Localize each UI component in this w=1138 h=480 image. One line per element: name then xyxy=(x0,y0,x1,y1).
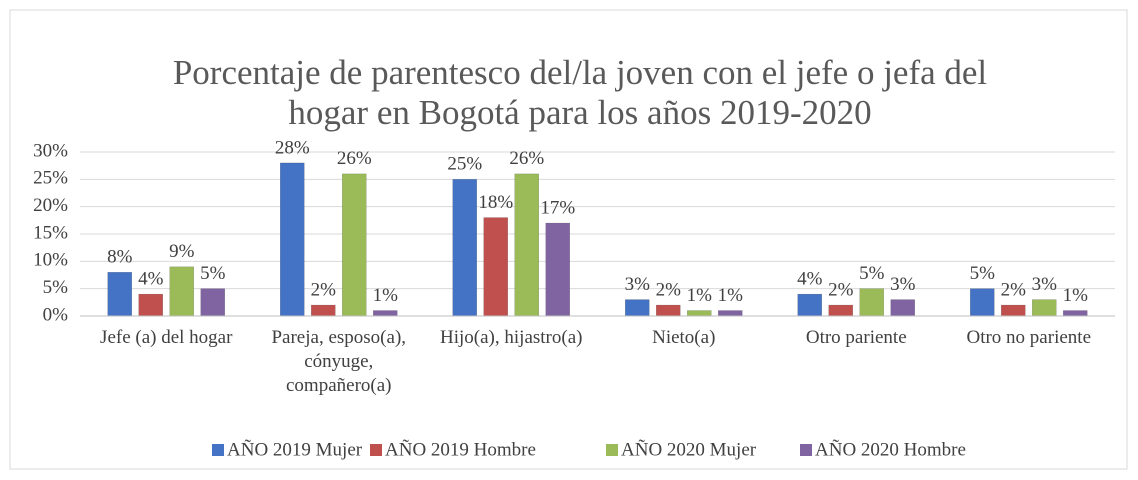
data-label: 3% xyxy=(890,274,916,295)
bar xyxy=(373,310,398,317)
x-tick-label: Jefe (a) del hogar xyxy=(100,327,233,348)
y-tick-label: 15% xyxy=(33,222,68,243)
bar xyxy=(890,299,915,317)
bar xyxy=(859,288,884,317)
bar xyxy=(656,304,681,317)
bar xyxy=(1063,310,1088,317)
data-label: 26% xyxy=(337,148,372,169)
bar xyxy=(1032,299,1057,317)
x-tick-label: Nieto(a) xyxy=(652,327,716,348)
data-label: 2% xyxy=(311,279,337,300)
chart-title: hogar en Bogotá para los años 2019-2020 xyxy=(288,93,871,132)
legend-swatch xyxy=(800,444,812,456)
data-label: 8% xyxy=(107,247,133,268)
data-label: 2% xyxy=(656,279,682,300)
legend-label: AÑO 2020 Mujer xyxy=(621,438,757,460)
data-label: 2% xyxy=(828,279,854,300)
bar xyxy=(687,310,712,317)
data-label: 1% xyxy=(687,285,713,306)
legend-swatch xyxy=(212,444,224,456)
x-tick-label: Otro no pariente xyxy=(966,327,1091,348)
data-label: 3% xyxy=(1032,274,1058,295)
data-label: 9% xyxy=(169,241,195,262)
y-tick-label: 10% xyxy=(33,250,68,271)
bar xyxy=(514,173,539,317)
data-label: 5% xyxy=(200,263,226,284)
bar xyxy=(545,222,570,317)
y-tick-label: 25% xyxy=(33,168,68,189)
data-label: 5% xyxy=(859,263,885,284)
legend-swatch xyxy=(606,444,618,456)
y-tick-label: 0% xyxy=(43,304,69,325)
bar xyxy=(1001,304,1026,317)
y-tick-label: 30% xyxy=(33,140,68,161)
legend-label: AÑO 2019 Mujer xyxy=(227,438,363,460)
x-tick-label: Pareja, esposo(a), cónyuge, compañero(a) xyxy=(271,327,407,396)
y-tick-label: 5% xyxy=(43,277,69,298)
data-label: 1% xyxy=(718,285,744,306)
bar xyxy=(107,272,132,317)
legend-swatch xyxy=(370,444,382,456)
chart-title: Porcentaje de parentesco del/la joven co… xyxy=(173,53,988,92)
data-label: 3% xyxy=(625,274,651,295)
y-tick-label: 20% xyxy=(33,195,68,216)
bar xyxy=(169,266,194,317)
data-label: 17% xyxy=(540,197,575,218)
bar xyxy=(138,293,163,317)
bar xyxy=(452,179,477,317)
bar xyxy=(625,299,650,317)
data-label: 26% xyxy=(509,148,544,169)
bar xyxy=(311,304,336,317)
x-tick-label: Otro pariente xyxy=(805,327,907,348)
bar xyxy=(280,162,305,317)
bar xyxy=(797,293,822,317)
data-label: 1% xyxy=(373,285,399,306)
data-label: 5% xyxy=(970,263,996,284)
bar xyxy=(342,173,367,317)
bar xyxy=(718,310,743,317)
data-label: 1% xyxy=(1063,285,1089,306)
bar xyxy=(483,217,508,317)
data-label: 18% xyxy=(478,192,513,213)
legend-label: AÑO 2019 Hombre xyxy=(385,438,536,460)
bar xyxy=(200,288,225,317)
data-label: 28% xyxy=(275,137,310,158)
data-label: 4% xyxy=(138,268,164,289)
data-label: 25% xyxy=(447,154,482,175)
x-tick-label: Hijo(a), hijastro(a) xyxy=(440,327,583,348)
data-label: 2% xyxy=(1001,279,1027,300)
bar xyxy=(970,288,995,317)
legend-label: AÑO 2020 Hombre xyxy=(815,438,966,460)
data-label: 4% xyxy=(797,268,823,289)
bar xyxy=(828,304,853,317)
